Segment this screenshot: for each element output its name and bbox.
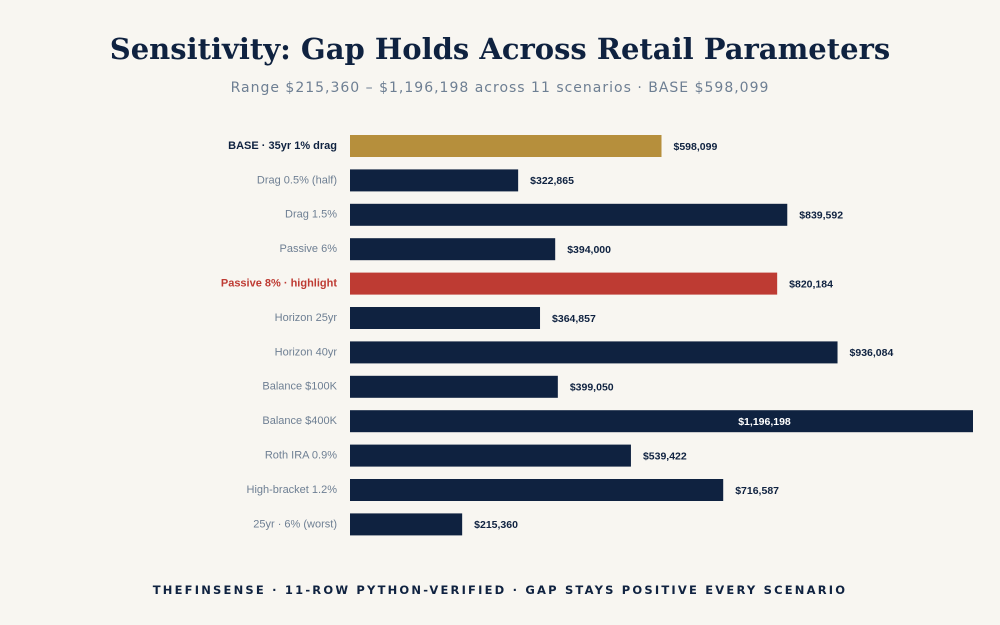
bar xyxy=(350,203,788,226)
bar xyxy=(350,341,838,364)
category-label: Drag 1.5% xyxy=(285,209,337,221)
category-label: Horizon 25yr xyxy=(275,312,338,324)
bar xyxy=(350,238,556,261)
category-label: 25yr · 6% (worst) xyxy=(253,518,337,530)
category-label: Horizon 40yr xyxy=(275,346,338,358)
value-label: $598,099 xyxy=(674,141,718,153)
category-label: Passive 8% · highlight xyxy=(221,278,337,290)
category-label: Passive 6% xyxy=(280,243,338,255)
category-label: Balance $100K xyxy=(262,381,337,393)
category-label: Roth IRA 0.9% xyxy=(265,450,337,462)
bar xyxy=(350,479,724,501)
category-label: Balance $400K xyxy=(262,415,337,427)
category-label: BASE · 35yr 1% drag xyxy=(228,140,337,152)
bar xyxy=(350,307,541,329)
value-label: $215,360 xyxy=(474,519,518,531)
value-label: $1,196,198 xyxy=(738,416,791,428)
bar xyxy=(350,375,558,398)
value-label: $839,592 xyxy=(799,210,843,222)
bar xyxy=(350,444,631,467)
chart-subtitle: Range $215,360 – $1,196,198 across 11 sc… xyxy=(230,80,770,96)
value-label: $394,000 xyxy=(567,244,611,256)
value-label: $716,587 xyxy=(735,485,779,497)
footer-caption: THEFINSENSE · 11-ROW PYTHON-VERIFIED · G… xyxy=(152,583,848,597)
value-label: $322,865 xyxy=(530,175,574,187)
bar xyxy=(350,272,778,295)
bar xyxy=(350,135,662,157)
bar xyxy=(350,410,973,433)
value-label: $936,084 xyxy=(850,347,894,359)
value-label: $539,422 xyxy=(643,450,687,462)
category-label: High-bracket 1.2% xyxy=(247,484,338,496)
chart-title: Sensitivity: Gap Holds Across Retail Par… xyxy=(109,32,891,66)
value-label: $820,184 xyxy=(789,278,833,290)
value-label: $399,050 xyxy=(570,382,614,394)
value-label: $364,857 xyxy=(552,313,596,325)
bar xyxy=(350,513,463,536)
category-label: Drag 0.5% (half) xyxy=(257,174,337,186)
bar xyxy=(350,169,519,192)
